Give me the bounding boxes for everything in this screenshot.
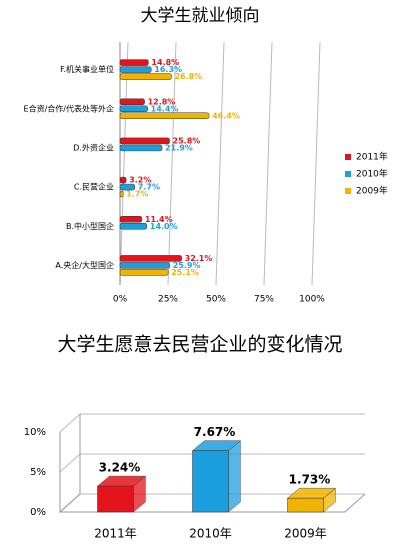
- y-tick-label: E合资/合作/代表处等外企: [24, 103, 114, 113]
- value-label: 7.7%: [138, 183, 160, 192]
- grid-line: [119, 41, 129, 286]
- value-label: 7.67%: [194, 425, 236, 439]
- grid-line: [215, 41, 225, 286]
- bar: [119, 105, 148, 112]
- bar: [119, 66, 152, 73]
- y-tick-label: F.机关事业单位: [60, 64, 114, 74]
- axis-line: [59, 414, 81, 514]
- bar-side: [228, 440, 241, 513]
- grid-line: [263, 41, 273, 286]
- value-label: 16.3%: [154, 65, 182, 74]
- x-tick-label: 2010年: [189, 527, 232, 541]
- bar: [119, 262, 170, 269]
- value-label: 26.8%: [174, 72, 202, 81]
- y-tick-label: 10%: [24, 427, 46, 438]
- value-label: 21.9%: [165, 143, 193, 152]
- legend-swatch: [345, 154, 351, 160]
- y-tick-label: B.中小型国企: [66, 221, 114, 231]
- bar: [119, 112, 210, 119]
- bar: [192, 450, 229, 513]
- value-label: 3.2%: [129, 176, 151, 185]
- x-tick-label: 2011年: [94, 527, 137, 541]
- x-tick-label: 25%: [158, 295, 178, 305]
- value-label: 14.0%: [150, 222, 178, 231]
- bar: [119, 137, 170, 145]
- value-label: 12.8%: [148, 97, 176, 106]
- legend-swatch: [345, 171, 351, 177]
- y-tick-label: 5%: [30, 467, 46, 478]
- bar: [287, 497, 324, 513]
- bar: [119, 223, 148, 230]
- grid-line: [167, 41, 177, 286]
- y-tick-label: D.外资企业: [73, 142, 114, 152]
- bar: [119, 73, 172, 80]
- value-label: 25.1%: [171, 268, 199, 277]
- value-label: 14.4%: [151, 104, 179, 113]
- value-label: 1.73%: [289, 473, 331, 487]
- value-label: 3.24%: [99, 461, 141, 475]
- x-tick-label: 75%: [254, 295, 274, 305]
- legend-swatch: [345, 188, 351, 194]
- bar: [119, 176, 127, 184]
- bar: [119, 183, 136, 191]
- grid-line: [311, 41, 321, 286]
- y-tick-label: C.民营企业: [74, 182, 114, 192]
- x-tick-label: 50%: [206, 295, 226, 305]
- chart-title: 大学生愿意去民营企业的变化情况: [57, 334, 342, 356]
- legend-label: 2009年: [356, 185, 388, 197]
- bar: [97, 485, 134, 513]
- value-label: 14.8%: [151, 58, 179, 67]
- bar: [119, 190, 124, 198]
- bar: [119, 59, 149, 66]
- x-tick-label: 0%: [113, 295, 128, 305]
- value-label: 46.4%: [212, 111, 240, 120]
- value-label: 25.9%: [173, 261, 201, 270]
- bar: [119, 255, 182, 262]
- bar: [119, 144, 163, 152]
- legend-label: 2011年: [356, 151, 388, 163]
- bar: [119, 98, 145, 105]
- bar: [119, 216, 143, 223]
- value-label: 25.8%: [173, 136, 201, 145]
- value-label: 11.4%: [145, 215, 173, 224]
- bar: [119, 269, 169, 276]
- value-label: 32.1%: [185, 254, 213, 263]
- chart-title: 大学生就业倾向: [141, 6, 260, 26]
- legend-label: 2010年: [356, 168, 388, 180]
- x-tick-label: 2009年: [284, 527, 327, 541]
- y-tick-label: A.央企/大型国企: [55, 260, 114, 270]
- value-label: 1.7%: [126, 190, 148, 199]
- x-tick-label: 100%: [299, 295, 325, 305]
- floor-line: [60, 493, 366, 513]
- y-tick-label: 0%: [30, 507, 46, 518]
